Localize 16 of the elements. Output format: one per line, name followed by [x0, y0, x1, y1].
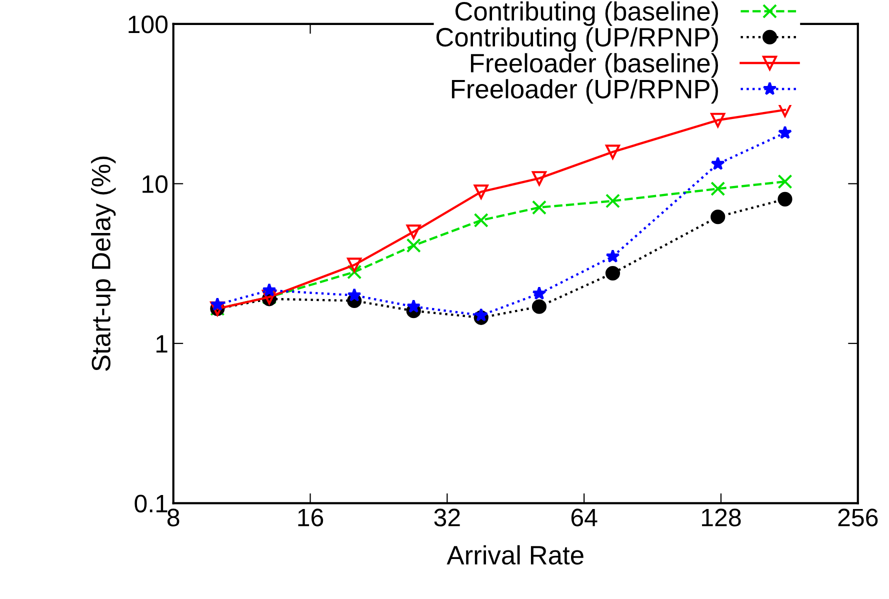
- y-tick-label: 0.1: [134, 494, 168, 512]
- y-tick-label: 10: [142, 175, 168, 193]
- x-tick-label: 128: [702, 508, 741, 526]
- x-tick-label: 16: [298, 508, 324, 526]
- y-tick-label: 1: [156, 335, 168, 352]
- x-tick-label: 32: [434, 508, 460, 526]
- x-tick-label: 256: [838, 508, 878, 526]
- x-tick-label: 64: [571, 508, 598, 526]
- x-axis-title: Arrival Rate: [446, 545, 584, 565]
- y-axis-title: Start-up Delay (%): [91, 156, 116, 371]
- y-tick-label: 100: [128, 16, 168, 34]
- legend-label: Freeloader (baseline): [470, 53, 718, 78]
- legend-label: Contributing (UP/RPNP): [436, 27, 718, 52]
- legend-label: Contributing (baseline): [455, 1, 718, 26]
- legend-label: Freeloader (UP/RPNP): [452, 79, 718, 104]
- x-tick-label: 8: [167, 508, 180, 526]
